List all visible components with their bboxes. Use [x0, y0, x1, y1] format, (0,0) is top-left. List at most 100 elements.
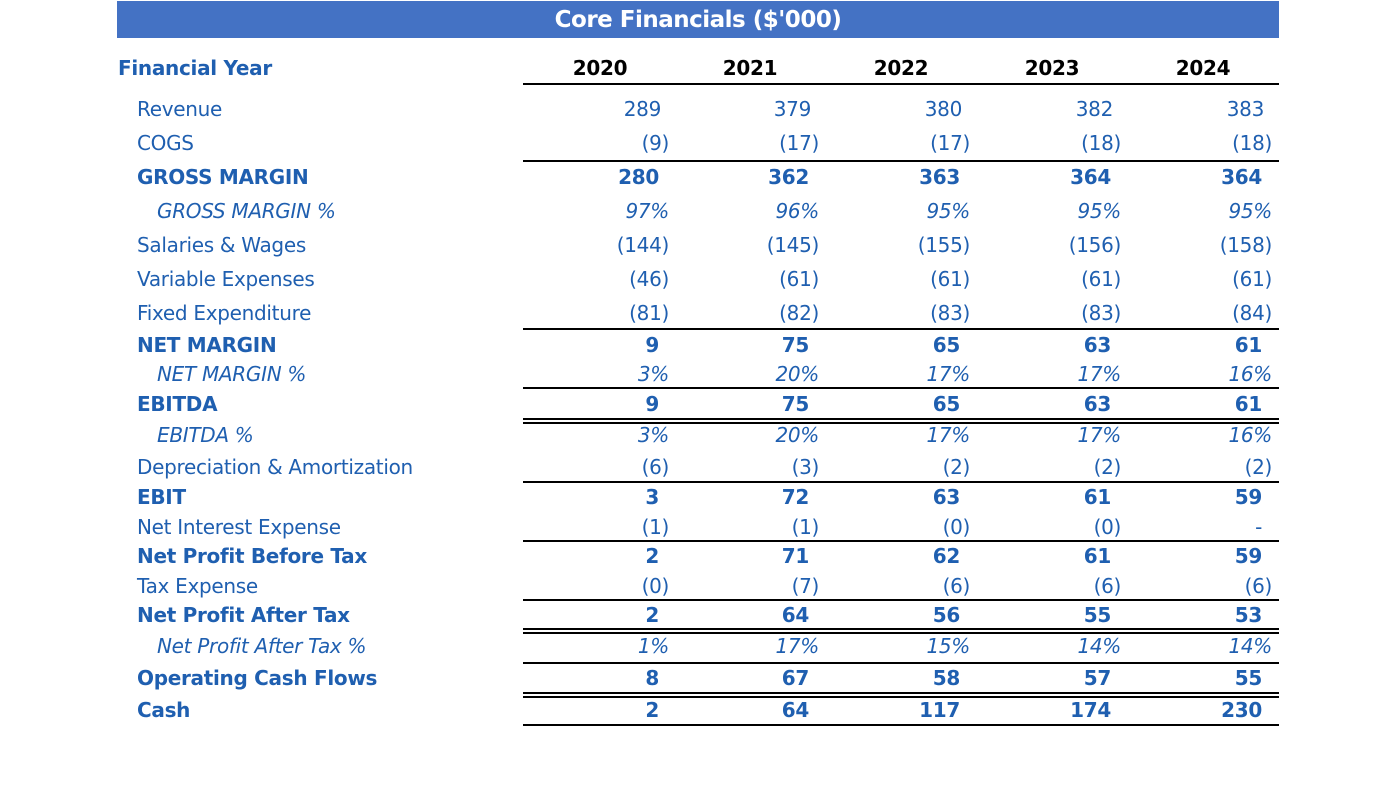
divider [523, 692, 1279, 694]
divider [523, 418, 1279, 420]
cell-value: (17) [930, 131, 970, 155]
row-label: Net Profit After Tax % [157, 634, 367, 658]
table-row: Salaries & Wages (144) (145) (155) (156)… [0, 233, 1396, 263]
cell-value: 3% [637, 423, 669, 447]
cell-value: (6) [942, 574, 971, 598]
cell-value: 96% [775, 199, 819, 223]
cell-value: 362 [768, 165, 809, 189]
cell-value: 57 [1083, 666, 1112, 690]
cell-value: (2) [1244, 455, 1273, 479]
cell-value: 61 [1083, 544, 1112, 568]
cell-value: (7) [791, 574, 820, 598]
cell-value: 15% [926, 634, 970, 658]
cell-value: 95% [926, 199, 970, 223]
row-label: Variable Expenses [137, 267, 315, 291]
cell-value: 17% [1077, 423, 1121, 447]
cell-value: (83) [1081, 301, 1121, 325]
divider [523, 662, 1279, 664]
table-row: Revenue 289 379 380 382 383 [0, 97, 1396, 127]
row-label: Tax Expense [137, 574, 258, 598]
row-label: GROSS MARGIN % [157, 199, 336, 223]
cell-value: 16% [1228, 423, 1272, 447]
cell-value: (158) [1219, 233, 1273, 257]
cell-value: 64 [781, 698, 810, 722]
year-header: 2021 [722, 56, 778, 80]
cell-value: 280 [618, 165, 659, 189]
cell-value: 364 [1070, 165, 1111, 189]
divider [523, 628, 1279, 630]
divider [523, 632, 1279, 634]
table-row: Depreciation & Amortization (6) (3) (2) … [0, 455, 1396, 485]
table-row: COGS (9) (17) (17) (18) (18) [0, 131, 1396, 161]
cell-value: (61) [779, 267, 819, 291]
divider [523, 387, 1279, 389]
cell-value: (81) [629, 301, 669, 325]
year-header: 2023 [1024, 56, 1080, 80]
divider [523, 160, 1279, 162]
row-label: EBITDA % [157, 423, 254, 447]
cell-value: (0) [1093, 515, 1122, 539]
cell-value: 72 [781, 485, 810, 509]
cell-value: 14% [1228, 634, 1272, 658]
cell-value: (1) [791, 515, 820, 539]
cell-value: 53 [1234, 603, 1263, 627]
cell-value: (6) [641, 455, 670, 479]
cell-value: 3% [637, 362, 669, 386]
divider [523, 540, 1279, 542]
divider [523, 422, 1279, 424]
row-label: COGS [137, 131, 194, 155]
row-label: EBITDA [137, 392, 218, 416]
cell-value: 230 [1221, 698, 1262, 722]
divider [523, 696, 1279, 698]
table-row: EBITDA 9 75 65 63 61 [0, 392, 1396, 422]
cell-value: (2) [1093, 455, 1122, 479]
cell-value: 63 [1083, 392, 1112, 416]
cell-value: 71 [781, 544, 810, 568]
cell-value: (1) [641, 515, 670, 539]
cell-value: (61) [1232, 267, 1272, 291]
table-row: NET MARGIN 9 75 65 63 61 [0, 333, 1396, 363]
row-label: NET MARGIN % [157, 362, 307, 386]
row-label: Net Profit After Tax [137, 603, 350, 627]
table-row: Cash 2 64 117 174 230 [0, 698, 1396, 728]
row-label: EBIT [137, 485, 186, 509]
row-label: Net Interest Expense [137, 515, 341, 539]
row-label: Net Profit Before Tax [137, 544, 367, 568]
divider [523, 481, 1279, 483]
table-row: Net Profit After Tax 2 64 56 55 53 [0, 603, 1396, 633]
cell-value: 2 [645, 544, 659, 568]
cell-value: 64 [781, 603, 810, 627]
cell-value: 75 [781, 333, 810, 357]
cell-value: (155) [917, 233, 971, 257]
cell-value: (18) [1081, 131, 1121, 155]
cell-value: (84) [1232, 301, 1272, 325]
table-row: Fixed Expenditure (81) (82) (83) (83) (8… [0, 301, 1396, 331]
cell-value: 17% [1077, 362, 1121, 386]
cell-value: 8 [645, 666, 659, 690]
table-row: Net Profit Before Tax 2 71 62 61 59 [0, 544, 1396, 574]
cell-value: 63 [932, 485, 961, 509]
row-label: NET MARGIN [137, 333, 277, 357]
cell-value: 95% [1077, 199, 1121, 223]
divider [523, 724, 1279, 726]
table-row: Net Profit After Tax % 1% 17% 15% 14% 14… [0, 634, 1396, 664]
cell-value: (2) [942, 455, 971, 479]
cell-value: (82) [779, 301, 819, 325]
cell-value: 61 [1083, 485, 1112, 509]
cell-value: 14% [1077, 634, 1121, 658]
cell-value: 379 [773, 97, 812, 121]
table-row: Tax Expense (0) (7) (6) (6) (6) [0, 574, 1396, 604]
cell-value: 364 [1221, 165, 1262, 189]
row-label: Fixed Expenditure [137, 301, 312, 325]
cell-value: 380 [924, 97, 963, 121]
cell-value: 20% [775, 362, 819, 386]
cell-value: 2 [645, 603, 659, 627]
cell-value: (9) [641, 131, 670, 155]
table-row: NET MARGIN % 3% 20% 17% 17% 16% [0, 362, 1396, 392]
cell-value: (46) [629, 267, 669, 291]
divider [523, 328, 1279, 330]
cell-value: (0) [641, 574, 670, 598]
table-row: Variable Expenses (46) (61) (61) (61) (6… [0, 267, 1396, 297]
cell-value: - [1255, 515, 1262, 539]
cell-value: (0) [942, 515, 971, 539]
